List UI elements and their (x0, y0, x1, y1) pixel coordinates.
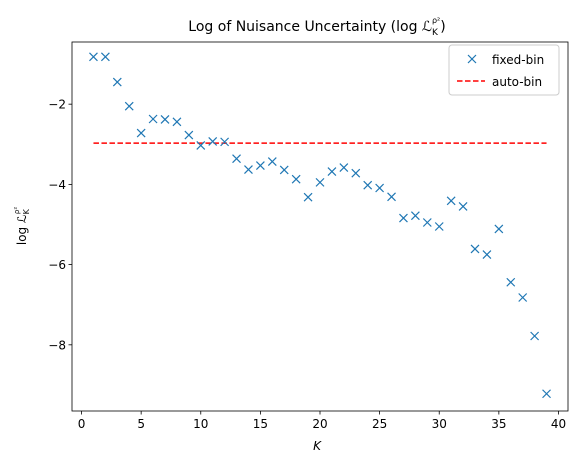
data-point-fixed-bin (184, 130, 194, 140)
data-point-fixed-bin (279, 165, 289, 175)
data-point-fixed-bin (399, 213, 408, 223)
data-point-fixed-bin (220, 137, 230, 147)
y-axis-label-sup: ρ² (13, 207, 21, 214)
data-point-fixed-bin (458, 202, 468, 211)
x-tick-label: 10 (193, 417, 208, 431)
y-tick-label: −2 (48, 98, 66, 112)
x-axis: 0 5 10 15 20 25 30 35 40 (78, 411, 566, 431)
legend: fixed-bin auto-bin (448, 44, 560, 96)
y-axis-label-sub: K (22, 208, 31, 214)
data-point-fixed-bin (518, 293, 528, 302)
data-point-fixed-bin (351, 168, 361, 178)
axes-frame (71, 41, 569, 412)
data-point-fixed-bin (506, 277, 516, 287)
data-point-fixed-bin (89, 52, 98, 62)
data-point-fixed-bin (291, 174, 301, 184)
data-point-fixed-bin (124, 101, 134, 111)
data-point-fixed-bin (494, 224, 504, 234)
x-tick-label: 0 (78, 417, 86, 431)
data-point-fixed-bin (196, 141, 206, 150)
data-point-fixed-bin (375, 183, 385, 193)
chart-title-end: ) (440, 19, 445, 35)
svg-text:Log of Nuisance Uncertainty (l: Log of Nuisance Uncertainty (log ℒKρ²) (188, 16, 445, 38)
data-point-fixed-bin (232, 154, 241, 164)
y-tick-label: −6 (48, 258, 66, 272)
legend-label-auto-bin: auto-bin (492, 75, 542, 89)
data-point-fixed-bin (530, 331, 540, 341)
data-point-fixed-bin (339, 163, 349, 172)
data-point-fixed-bin (363, 180, 373, 190)
data-point-fixed-bin (422, 218, 432, 227)
data-point-fixed-bin (434, 222, 444, 231)
data-point-fixed-bin (255, 161, 265, 170)
data-point-fixed-bin (148, 114, 158, 124)
chart-title: Log of Nuisance Uncertainty (log ℒKρ²) (188, 16, 445, 38)
data-point-fixed-bin (315, 177, 325, 187)
legend-marker-fixed-bin (467, 54, 477, 64)
data-point-fixed-bin (470, 244, 480, 254)
x-tick-label: 20 (312, 417, 327, 431)
data-point-fixed-bin (303, 192, 313, 202)
data-point-fixed-bin (482, 250, 492, 260)
data-point-fixed-bin (542, 389, 551, 399)
data-point-fixed-bin (387, 192, 396, 202)
x-tick-label: 25 (372, 417, 387, 431)
chart-title-sub: K (432, 28, 439, 38)
y-axis-label-main: log ℒ (15, 214, 29, 245)
x-tick-label: 30 (432, 417, 447, 431)
legend-box (448, 44, 560, 96)
data-point-fixed-bin (208, 137, 218, 146)
data-point-fixed-bin (327, 167, 337, 176)
data-point-fixed-bin (267, 157, 277, 166)
y-tick-label: −4 (48, 178, 66, 192)
chart-title-sup: ρ² (432, 16, 440, 25)
chart-title-main: Log of Nuisance Uncertainty (log ℒ (188, 19, 432, 35)
data-point-fixed-bin (446, 196, 456, 206)
data-point-fixed-bin (410, 211, 420, 221)
plot-area (89, 52, 551, 399)
x-tick-label: 35 (491, 417, 506, 431)
data-point-fixed-bin (112, 77, 122, 87)
data-point-fixed-bin (244, 165, 253, 174)
x-tick-label: 40 (551, 417, 566, 431)
x-axis-label: K (313, 439, 322, 453)
svg-text:log ℒKρ²: log ℒKρ² (13, 207, 31, 245)
y-axis: −8 −6 −4 −2 (48, 98, 72, 352)
y-axis-label: log ℒKρ² (13, 207, 31, 245)
legend-label-fixed-bin: fixed-bin (492, 53, 544, 67)
x-tick-label: 15 (253, 417, 268, 431)
data-point-fixed-bin (172, 117, 182, 127)
data-point-fixed-bin (100, 52, 110, 62)
x-tick-label: 5 (137, 417, 145, 431)
y-tick-label: −8 (48, 338, 66, 352)
data-point-fixed-bin (136, 128, 146, 138)
data-point-fixed-bin (160, 114, 170, 124)
